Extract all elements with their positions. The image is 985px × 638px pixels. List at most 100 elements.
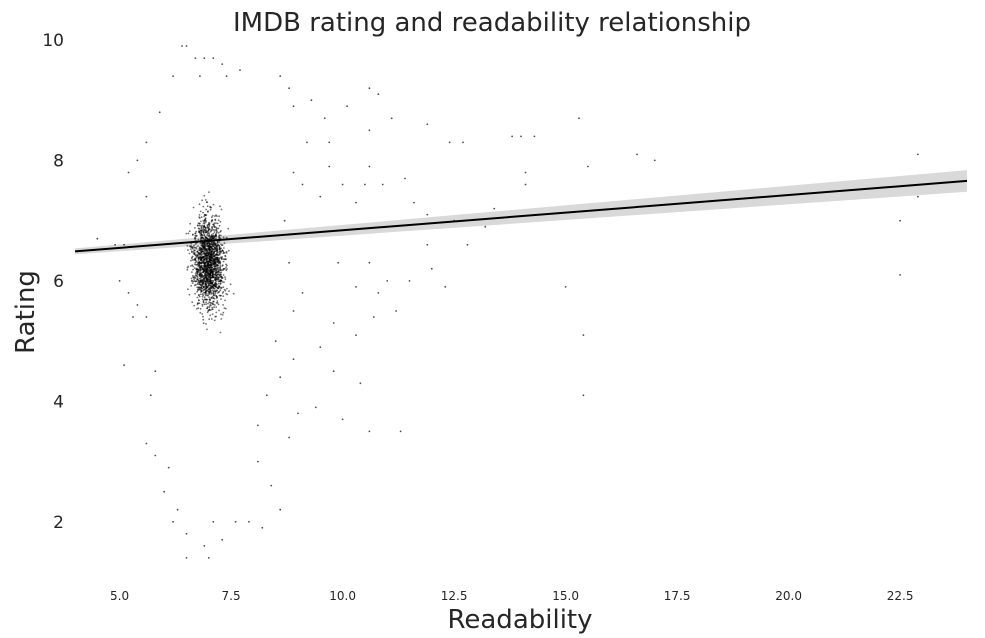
data-point [201, 199, 204, 202]
data-point [239, 69, 241, 71]
data-point [219, 331, 222, 334]
data-point [248, 520, 250, 523]
data-point [204, 268, 206, 271]
data-point [209, 255, 212, 257]
data-point [223, 281, 225, 284]
data-point [372, 316, 375, 318]
data-point [190, 259, 192, 262]
data-point [208, 301, 211, 303]
data-point [202, 299, 205, 302]
data-point [198, 302, 201, 305]
regression-line-layer [74, 179, 968, 253]
data-point [213, 284, 216, 286]
data-point [209, 291, 211, 294]
data-point [197, 307, 200, 310]
data-point [187, 265, 190, 268]
data-point [210, 318, 213, 320]
data-point [201, 250, 204, 253]
data-point [198, 277, 201, 280]
data-point [205, 254, 208, 257]
data-point [210, 248, 213, 251]
data-point [203, 303, 206, 306]
data-point [203, 225, 206, 228]
data-point [217, 259, 220, 262]
data-point [213, 222, 216, 225]
data-point [205, 303, 208, 306]
data-point [214, 235, 217, 238]
data-point [386, 280, 389, 282]
data-point [213, 273, 216, 276]
data-point [221, 292, 224, 294]
data-point [198, 262, 200, 265]
data-point [215, 294, 218, 297]
data-point [408, 280, 411, 282]
data-point [204, 217, 207, 220]
data-point [217, 287, 219, 290]
data-point [198, 203, 201, 206]
data-point [198, 222, 201, 225]
data-point [208, 245, 211, 247]
data-point [212, 263, 215, 266]
data-point [201, 293, 204, 295]
data-point [220, 258, 223, 261]
data-point [215, 270, 218, 272]
data-point [210, 250, 213, 253]
data-point [197, 264, 199, 266]
data-point [212, 287, 215, 290]
data-point [222, 260, 225, 263]
data-point [205, 270, 208, 273]
data-point [188, 293, 191, 296]
data-point [212, 272, 215, 274]
data-point [216, 276, 219, 279]
data-point [200, 258, 203, 261]
data-point [204, 281, 207, 283]
data-point [210, 293, 213, 295]
data-point [136, 304, 139, 306]
data-point [201, 284, 204, 287]
data-point [195, 234, 198, 237]
data-point [199, 210, 202, 213]
data-point [212, 232, 215, 235]
data-point [202, 227, 205, 230]
data-point [212, 268, 215, 271]
data-point [208, 242, 211, 245]
data-point [209, 252, 211, 255]
data-point [222, 274, 225, 276]
data-point [200, 226, 203, 229]
data-point [127, 292, 130, 294]
data-point [899, 219, 901, 222]
data-point [190, 277, 193, 280]
data-point [206, 307, 209, 309]
data-point [214, 265, 217, 268]
data-point [192, 268, 194, 271]
data-point [210, 219, 213, 222]
data-point [221, 538, 224, 541]
data-point [96, 237, 99, 240]
data-point [186, 268, 189, 271]
data-point [219, 252, 222, 255]
data-point [187, 288, 189, 291]
data-point [191, 264, 194, 267]
data-point [172, 520, 175, 523]
data-point [220, 318, 223, 320]
data-point [200, 242, 203, 244]
data-point [265, 394, 268, 397]
data-point [200, 220, 202, 223]
y-tick-label: 2 [53, 513, 64, 533]
data-point [216, 266, 218, 268]
data-point [209, 208, 212, 211]
data-point [145, 195, 148, 198]
data-point [203, 215, 206, 218]
data-point [206, 243, 209, 246]
data-point [215, 222, 217, 225]
data-point [224, 278, 227, 280]
data-point [193, 280, 196, 282]
data-point [201, 248, 204, 251]
data-point [279, 508, 282, 511]
data-point [202, 231, 205, 234]
data-point [197, 238, 200, 241]
data-point [224, 276, 226, 279]
data-point [201, 231, 203, 233]
data-point [210, 296, 213, 299]
data-point [210, 243, 213, 246]
